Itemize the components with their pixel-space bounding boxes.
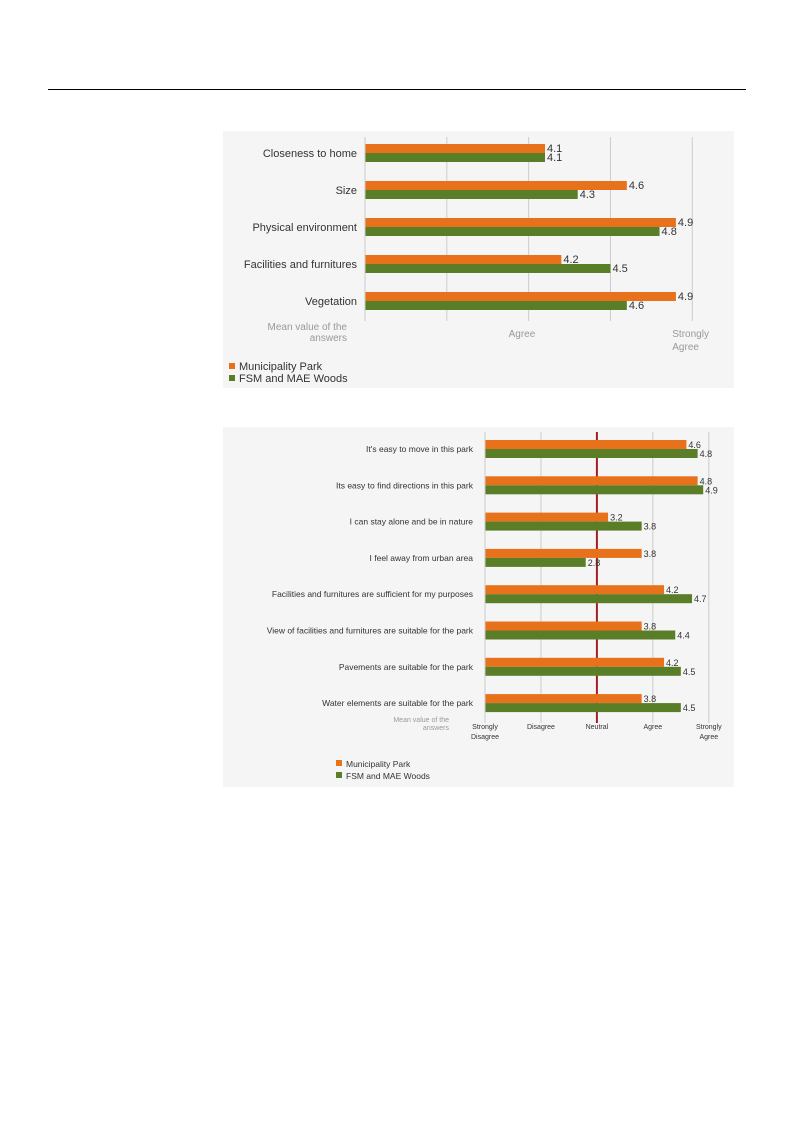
bar-fsm-and-mae-woods (365, 264, 611, 273)
data-label: 4.1 (547, 143, 562, 155)
tick-label: Agree (509, 329, 536, 340)
bar-municipality-park (365, 292, 676, 301)
data-label: 3.8 (644, 549, 657, 559)
data-label: 2.8 (588, 558, 601, 568)
bar-municipality-park (365, 144, 545, 153)
category-label-facilities-and-furnitures: Facilities and furnitures (244, 259, 358, 271)
legend-label-fsm-and-mae-woods: FSM and MAE Woods (239, 373, 348, 385)
data-label: 4.3 (580, 189, 595, 201)
data-label: 4.9 (705, 485, 718, 495)
bar-fsm-and-mae-woods (485, 666, 681, 676)
bar-fsm-and-mae-woods (485, 557, 586, 567)
category-label-i-feel-away-from-urban-area: I feel away from urban area (370, 553, 474, 563)
bar-fsm-and-mae-woods (485, 485, 704, 495)
chart-panel-physical-attributes: Closeness to home 4.1 4.1 Size 4.6 4.3 Physica… (223, 131, 734, 388)
data-label: 4.5 (683, 703, 696, 713)
tick-label: Agree (699, 734, 718, 741)
data-label: 4.1 (547, 152, 562, 164)
legend-swatch-municipality-park (229, 363, 235, 369)
data-label: 3.8 (644, 694, 657, 704)
category-label-view-of-facilities-and-furnitures-are-suitable-for-the-park: View of facilities and furnitures are su… (267, 625, 474, 635)
category-label-i-can-stay-alone-and-be-in-nature: I can stay alone and be in nature (350, 517, 474, 527)
category-label-pavements-are-suitable-for-the-park: Pavements are suitable for the park (339, 662, 474, 672)
category-label-facilities-and-furnitures-are-sufficient-for-my-purposes: Facilities and furnitures are sufficient… (272, 589, 473, 599)
bar-fsm-and-mae-woods (485, 521, 642, 531)
tick-label: Disagree (471, 734, 499, 741)
axis-caption-line-2: answers (423, 725, 450, 732)
chart-physical-attributes: Closeness to home 4.14.1 Size 4.6 4.3 Physica… (229, 137, 709, 385)
data-label: 4.6 (688, 440, 701, 450)
bar-municipality-park (485, 548, 642, 558)
data-label: 4.9 (678, 291, 693, 303)
legend-label-municipality-park: Municipality Park (346, 759, 411, 769)
bar-fsm-and-mae-woods (485, 703, 681, 713)
tick-label: Disagree (527, 724, 555, 731)
data-label: 4.5 (683, 667, 696, 677)
data-label: 3.8 (644, 622, 657, 632)
data-label: 4.6 (629, 180, 644, 192)
category-label-its-easy-to-find-directions-in-this-park: Its easy to find directions in this park (336, 480, 474, 490)
data-label: 4.5 (612, 263, 627, 275)
legend-swatch-fsm-and-mae-woods (336, 772, 342, 778)
legend-label-municipality-park: Municipality Park (239, 361, 323, 373)
bar-municipality-park (485, 694, 642, 704)
category-label-size: Size (336, 185, 357, 197)
bar-fsm-and-mae-woods (365, 190, 578, 199)
bar-municipality-park (485, 476, 698, 486)
bar-municipality-park (365, 181, 627, 190)
bar-municipality-park (485, 585, 665, 595)
tick-label: Agree (672, 342, 699, 353)
data-label: 3.8 (644, 522, 657, 532)
bar-fsm-and-mae-woods (485, 449, 698, 458)
category-label-physical-environment: Physical environment (252, 222, 357, 234)
data-label: 4.2 (666, 658, 679, 668)
bar-fsm-and-mae-woods (485, 630, 676, 640)
bar-municipality-park (365, 218, 676, 227)
tick-label: Strongly (696, 724, 722, 731)
bar-municipality-park (485, 512, 609, 522)
data-label: 4.8 (700, 449, 713, 459)
category-label-water-elements-are-suitable-for-the-park: Water elements are suitable for the park (322, 698, 474, 708)
axis-caption-line-1: Mean value of the (393, 717, 449, 724)
tick-label: Strongly (672, 329, 709, 340)
tick-label: Neutral (586, 724, 609, 731)
bar-municipality-park (485, 440, 687, 449)
axis-caption-line-1: Mean value of the (268, 322, 348, 333)
bar-municipality-park (365, 255, 562, 264)
bar-municipality-park (485, 621, 642, 631)
axis-caption-line-2: answers (310, 333, 347, 344)
legend-label-fsm-and-mae-woods: FSM and MAE Woods (346, 771, 430, 781)
bar-fsm-and-mae-woods (365, 153, 545, 162)
data-label: 4.2 (563, 254, 578, 266)
data-label: 4.8 (700, 476, 713, 486)
tick-label: Strongly (472, 724, 498, 731)
bar-fsm-and-mae-woods (365, 227, 660, 236)
category-label-vegetation: Vegetation (305, 296, 357, 308)
data-label: 4.8 (662, 226, 677, 238)
data-label: 4.4 (677, 631, 690, 641)
data-label: 4.2 (666, 585, 679, 595)
data-label: 4.7 (694, 594, 707, 604)
legend-swatch-fsm-and-mae-woods (229, 375, 235, 381)
bar-fsm-and-mae-woods (485, 594, 693, 604)
category-label-it-s-easy-to-move-in-this-park: It's easy to move in this park (366, 444, 474, 454)
data-label: 3.2 (610, 513, 623, 523)
category-label-closeness-to-home: Closeness to home (263, 148, 357, 160)
tick-label: Agree (644, 724, 663, 731)
data-label: 4.9 (678, 217, 693, 229)
chart-perception-statements: It's easy to move in this park 4.64.8Its … (267, 432, 722, 781)
bar-fsm-and-mae-woods (365, 301, 627, 310)
legend-swatch-municipality-park (336, 760, 342, 766)
data-label: 4.6 (629, 300, 644, 312)
chart-panel-perception-statements: It's easy to move in this park 4.6 4.8 Its … (223, 427, 734, 787)
bar-municipality-park (485, 657, 665, 667)
header-rule (48, 89, 746, 90)
